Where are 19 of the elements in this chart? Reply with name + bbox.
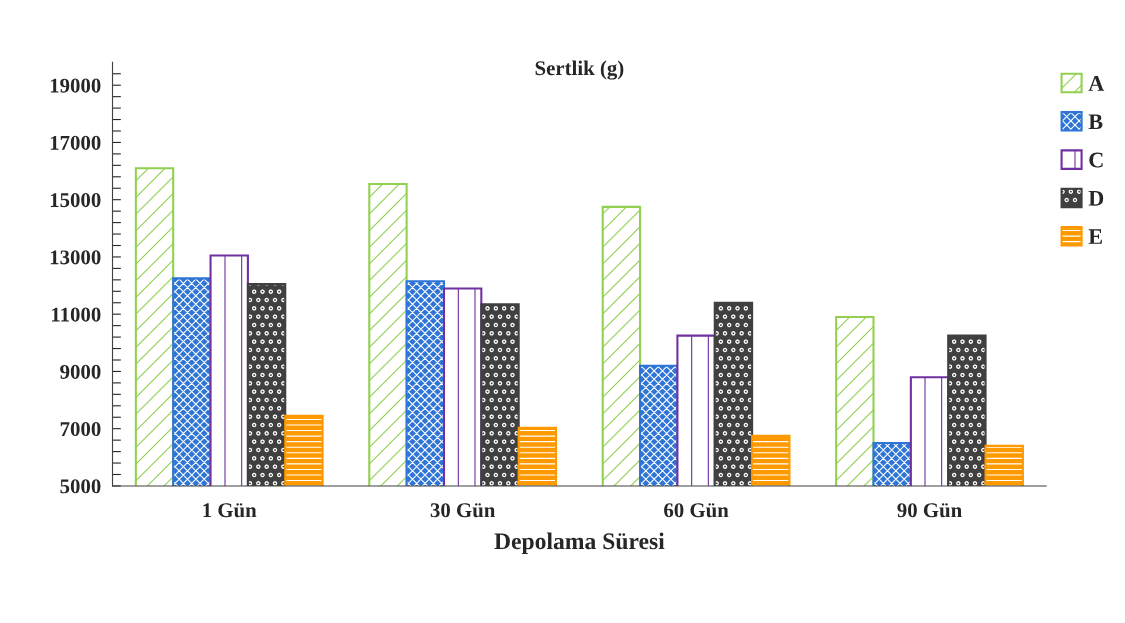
x-tick-label: 30 Gün	[430, 503, 496, 518]
chart-title: Sertlik (g)	[535, 60, 624, 80]
y-tick-label: 19000	[50, 78, 101, 93]
legend-label: A	[1088, 76, 1105, 91]
x-tick-label: 60 Gün	[664, 503, 729, 518]
y-tick-label: 17000	[50, 135, 101, 150]
legend-label: D	[1088, 191, 1104, 206]
y-tick-label: 11000	[52, 307, 101, 322]
y-tick-label: 7000	[60, 422, 101, 437]
x-tick-label: 90 Gün	[897, 503, 962, 518]
x-axis-title: Depolama Süresi	[494, 532, 665, 555]
legend-label: E	[1088, 229, 1102, 244]
x-tick-label: 1 Gün	[203, 503, 257, 518]
legend-label: C	[1089, 152, 1103, 168]
y-tick-label: 5000	[60, 479, 101, 494]
y-tick-label: 13000	[50, 250, 101, 265]
legend-label: B	[1088, 114, 1103, 130]
y-tick-label: 15000	[50, 193, 101, 208]
y-tick-label: 9000	[60, 364, 101, 379]
